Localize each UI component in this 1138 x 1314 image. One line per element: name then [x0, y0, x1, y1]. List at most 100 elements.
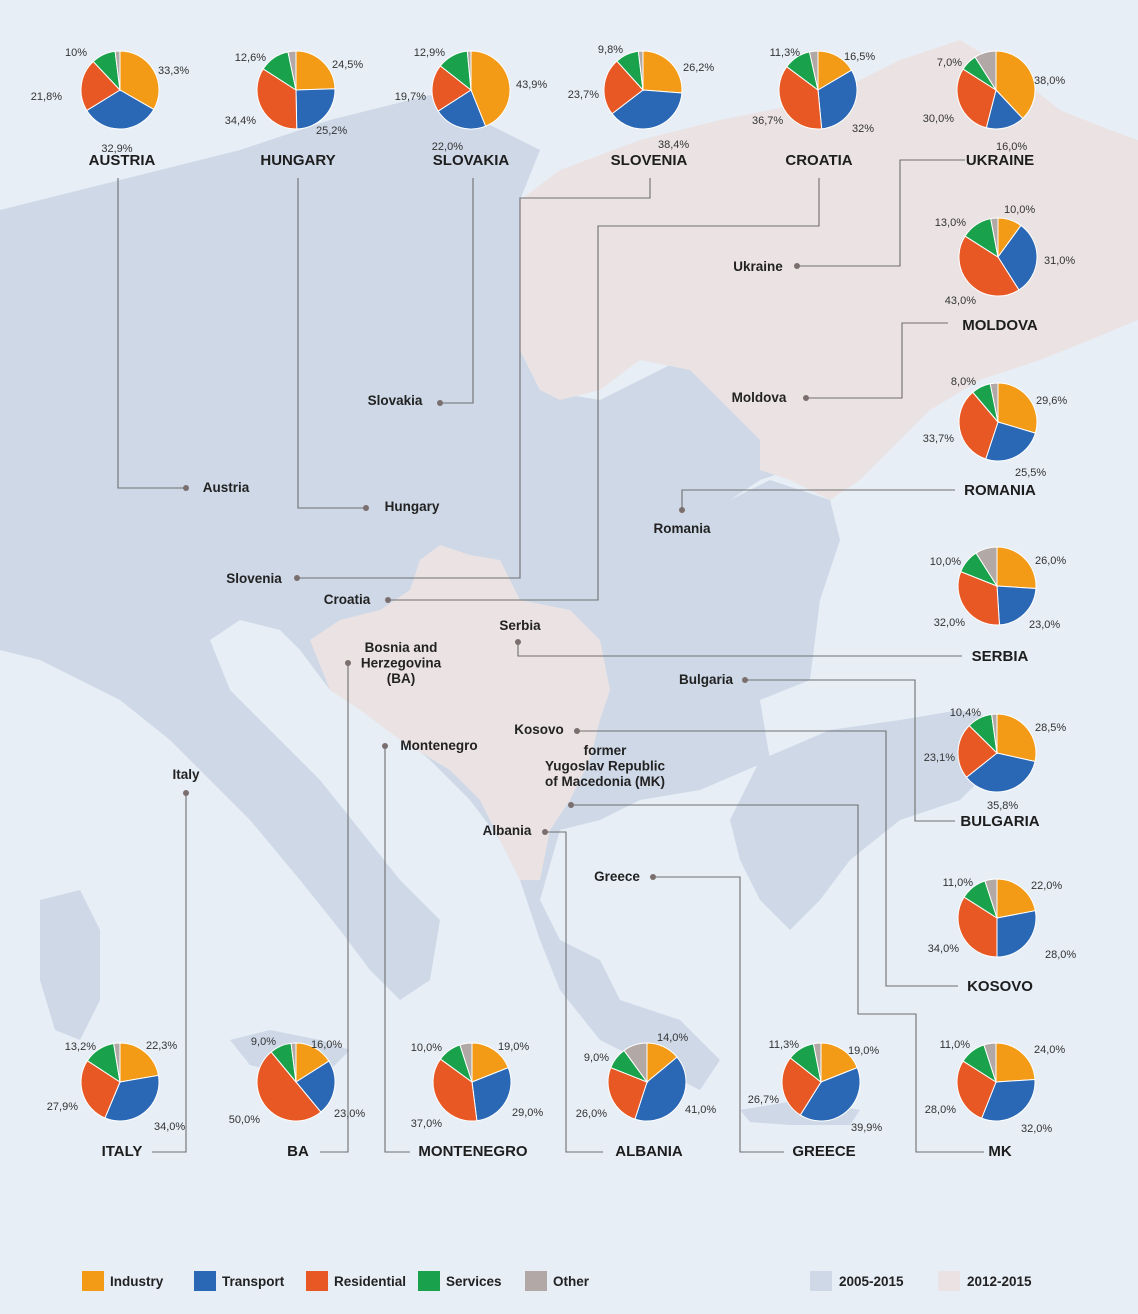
pie-slice-ba-other	[290, 1042, 297, 1083]
pie-label-albania-transport: 41,0%	[685, 1104, 716, 1116]
pie-slice-ukraine-industry	[995, 50, 1036, 120]
pie-slice-albania-other	[623, 1042, 648, 1084]
map-dot-ukraine	[794, 263, 800, 269]
map-label-greece: Greece	[594, 869, 656, 884]
pie-slice-austria-transport	[86, 89, 155, 130]
pie-label-serbia-transport: 23,0%	[1029, 619, 1060, 631]
leader-line-italy	[152, 793, 187, 1153]
country-name-kosovo: KOSOVO	[967, 978, 1033, 995]
pie-slice-italy-other	[113, 1042, 121, 1083]
pie-label-slovakia-transport: 22,0%	[432, 141, 463, 153]
leader-line-croatia	[388, 178, 820, 601]
map-label-text-croatia-0: Croatia	[324, 592, 371, 607]
pie-label-mk-services: 11,0%	[940, 1039, 971, 1051]
map-dot-croatia	[385, 597, 391, 603]
pie-label-serbia-services: 10,0%	[930, 556, 961, 568]
map-dot-fyrom	[568, 802, 574, 808]
legend-label-residential: Residential	[334, 1274, 406, 1289]
legend-period-swatch-1	[938, 1271, 960, 1291]
leader-line-montenegro	[384, 746, 410, 1153]
pie-slice-ba-residential	[256, 1051, 322, 1122]
pie-bulgaria: 28,5% 35,8% 23,1% 10,4% BULGARIA	[924, 707, 1067, 830]
pie-slice-kosovo-transport	[996, 910, 1037, 958]
pie-label-ba-transport: 23,0%	[334, 1108, 365, 1120]
map-label-text-fyrom-2: of Macedonia (MK)	[545, 774, 665, 789]
pie-italy: 22,3% 34,0% 27,9% 13,2% ITALY	[47, 1040, 186, 1160]
country-name-italy: ITALY	[102, 1143, 143, 1160]
pie-slice-romania-industry	[997, 382, 1038, 434]
pie-label-montenegro-residential: 37,0%	[411, 1118, 442, 1130]
map-label-text-romania-0: Romania	[653, 521, 711, 536]
land-sardinia	[40, 890, 100, 1040]
country-name-austria: AUSTRIA	[89, 152, 156, 169]
pie-slice-moldova-other	[990, 217, 999, 258]
leader-line-bulgaria	[745, 679, 955, 822]
legend-item-transport: Transport	[194, 1271, 285, 1291]
pie-slice-albania-residential	[607, 1066, 648, 1120]
legend-item-industry: Industry	[82, 1271, 164, 1291]
pie-slice-slovakia-transport	[437, 89, 487, 130]
legend-swatch-other	[525, 1271, 547, 1291]
pie-slice-slovenia-other	[637, 50, 644, 91]
map-label-text-slovakia-0: Slovakia	[368, 393, 423, 408]
map-label-slovenia: Slovenia	[226, 571, 300, 586]
legend-swatch-residential	[306, 1271, 328, 1291]
pie-ukraine: 38,0% 16,0% 30,0% 7,0% UKRAINE	[923, 50, 1065, 169]
map-label-serbia: Serbia	[499, 618, 541, 645]
pie-slice-slovakia-residential	[431, 65, 472, 112]
pie-moldova: 10,0% 31,0% 43,0% 13,0% MOLDOVA	[935, 204, 1076, 334]
pie-label-austria-services: 10%	[65, 47, 87, 59]
pie-slice-serbia-industry	[996, 546, 1037, 589]
pie-slice-moldova-residential	[958, 235, 1020, 297]
pie-slice-albania-transport	[634, 1056, 687, 1122]
map-label-text-fyrom-1: Yugoslav Republic	[545, 759, 666, 774]
map-labels: Ukraine Moldova Slovakia Austria Hungary Roma…	[172, 259, 809, 884]
leader-line-slovenia	[297, 178, 651, 579]
map-label-text-bosnia-0: Bosnia and	[365, 640, 438, 655]
pie-serbia: 26,0% 23,0% 32,0% 10,0% SERBIA	[930, 546, 1066, 665]
pie-label-slovakia-residential: 19,7%	[395, 91, 426, 103]
pie-label-slovakia-services: 12,9%	[414, 47, 445, 59]
pie-label-romania-transport: 25,5%	[1015, 467, 1046, 479]
map-label-croatia: Croatia	[324, 592, 391, 607]
map-label-text-austria-0: Austria	[203, 480, 250, 495]
map-label-text-kosovo-0: Kosovo	[514, 722, 564, 737]
map-dot-slovenia	[294, 575, 300, 581]
pie-label-serbia-industry: 26,0%	[1035, 555, 1066, 567]
pie-label-moldova-transport: 31,0%	[1044, 255, 1075, 267]
map-label-text-italy-0: Italy	[172, 767, 200, 782]
legend-period-label-1: 2012-2015	[967, 1274, 1032, 1289]
pie-label-bulgaria-transport: 35,8%	[987, 800, 1018, 812]
pie-label-croatia-services: 11,3%	[770, 47, 801, 59]
pie-slice-romania-other	[989, 382, 999, 423]
pie-slice-ukraine-residential	[956, 68, 997, 129]
pie-label-hungary-transport: 25,2%	[316, 125, 347, 137]
map-label-slovakia: Slovakia	[368, 393, 443, 408]
map-label-italy: Italy	[172, 767, 200, 796]
pie-label-austria-industry: 33,3%	[158, 65, 189, 77]
pie-label-slovenia-transport: 38,4%	[658, 139, 689, 151]
pie-slice-croatia-other	[808, 50, 819, 91]
leader-line-bosnia	[320, 663, 349, 1153]
pie-slice-romania-transport	[985, 421, 1037, 462]
pie-slice-mk-transport	[980, 1079, 1036, 1122]
pie-slice-bulgaria-transport	[965, 752, 1036, 793]
leader-line-greece	[653, 876, 784, 1153]
pie-slice-ba-transport	[295, 1060, 336, 1113]
pie-slice-bulgaria-industry	[996, 713, 1037, 763]
country-name-serbia: SERBIA	[972, 648, 1029, 665]
legend-label-other: Other	[553, 1274, 590, 1289]
map-dot-greece	[650, 874, 656, 880]
pie-label-austria-transport: 32,9%	[101, 143, 132, 155]
pie-slice-slovenia-industry	[642, 50, 683, 94]
leader-line-kosovo	[577, 730, 958, 987]
pie-slice-kosovo-industry	[996, 878, 1036, 919]
pie-slice-hungary-transport	[295, 88, 336, 130]
pie-label-slovenia-residential: 23,7%	[568, 89, 599, 101]
pie-label-montenegro-transport: 29,0%	[512, 1107, 543, 1119]
pie-label-ukraine-services: 7,0%	[937, 57, 962, 69]
pie-slice-hungary-other	[287, 50, 297, 91]
pie-slice-italy-residential	[80, 1059, 121, 1119]
map-label-ukraine: Ukraine	[733, 259, 800, 274]
